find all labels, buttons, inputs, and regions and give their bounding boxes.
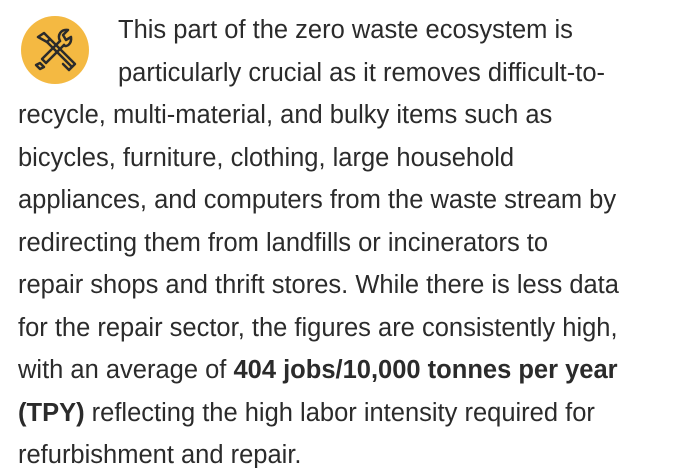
text-run: particularly crucial as it removes diffi… [118, 58, 606, 87]
text-run: redirecting them from landfills or incin… [18, 228, 549, 257]
text-line: particularly crucial as it removes diffi… [118, 57, 605, 89]
text-line: recycle, multi-material, and bulky items… [18, 99, 552, 131]
text-line: for the repair sector, the figures are c… [18, 312, 618, 344]
text-run: bicycles, furniture, clothing, large hou… [18, 143, 515, 172]
text-line: refurbishment and repair. [18, 439, 302, 468]
text-line: appliances, and computers from the waste… [18, 184, 616, 216]
bold-text: 404 jobs/10,000 tonnes per year [233, 356, 618, 384]
text-run: appliances, and computers from the waste… [18, 186, 617, 214]
bold-text: (TPY) [18, 398, 85, 427]
text-run: refurbishment and repair. [18, 441, 302, 468]
text-run: for the repair sector, the figures are c… [18, 313, 618, 342]
text-run: repair shops and thrift stores. While th… [18, 271, 619, 299]
text-line: with an average of 404 jobs/10,000 tonne… [18, 354, 618, 386]
text-line: (TPY) reflecting the high labor intensit… [18, 397, 595, 429]
text-run: recycle, multi-material, and bulky items… [18, 101, 553, 129]
text-run: reflecting the high labor intensity requ… [84, 398, 595, 427]
text-line: bicycles, furniture, clothing, large hou… [18, 142, 514, 174]
text-line: This part of the zero waste ecosystem is [118, 14, 573, 46]
text-line: repair shops and thrift stores. While th… [18, 269, 619, 301]
text-run: This part of the zero waste ecosystem is [118, 16, 573, 44]
text-run: with an average of [18, 356, 234, 384]
repair-icon [21, 16, 89, 84]
text-line: redirecting them from landfills or incin… [18, 227, 548, 259]
